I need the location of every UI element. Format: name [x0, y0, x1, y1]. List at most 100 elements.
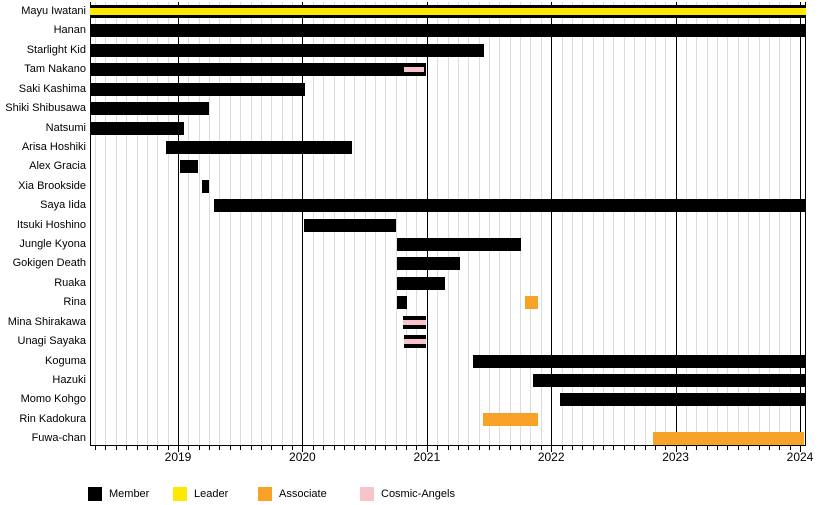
- legend-swatch-leader: [173, 487, 187, 501]
- timeline-bar-member: [396, 296, 407, 310]
- row-label: Itsuki Hoshino: [16, 218, 86, 231]
- month-gridline: [136, 2, 138, 445]
- month-gridline: [406, 2, 408, 445]
- legend-label: Associate: [279, 488, 327, 500]
- overlay-stripe-leader: [90, 8, 806, 15]
- row-label: Koguma: [45, 354, 86, 367]
- row-label: Xia Brookside: [18, 179, 86, 192]
- month-gridline: [105, 2, 107, 445]
- month-tick: [292, 446, 294, 450]
- timeline-bar-associate: [525, 296, 538, 310]
- month-tick: [499, 446, 501, 450]
- row-label: Hanan: [53, 24, 86, 37]
- month-gridline: [530, 2, 532, 445]
- timeline-bar-member: [90, 63, 426, 77]
- month-gridline: [634, 2, 636, 445]
- month-gridline: [292, 2, 294, 445]
- month-gridline: [229, 2, 231, 445]
- month-tick: [250, 446, 252, 450]
- timeline-bar-member: [396, 276, 446, 290]
- year-tick: [800, 446, 801, 452]
- month-tick: [406, 446, 408, 450]
- month-gridline: [696, 2, 698, 445]
- timeline-bar-associate: [482, 412, 538, 426]
- month-gridline: [582, 2, 584, 445]
- month-tick: [157, 446, 159, 450]
- month-tick: [260, 446, 262, 450]
- month-gridline: [592, 2, 594, 445]
- month-tick: [623, 446, 625, 450]
- month-tick: [416, 446, 418, 450]
- month-tick: [520, 446, 522, 450]
- month-tick: [737, 446, 739, 450]
- row-label: Rina: [63, 296, 86, 309]
- month-gridline: [613, 2, 615, 445]
- month-tick: [198, 446, 200, 450]
- month-tick: [115, 446, 117, 450]
- month-tick: [457, 446, 459, 450]
- month-tick: [167, 446, 169, 450]
- month-tick: [634, 446, 636, 450]
- row-label: Fuwa-chan: [31, 432, 86, 445]
- month-gridline: [188, 2, 190, 445]
- year-tick: [426, 446, 428, 452]
- timeline-bar-member: [472, 354, 806, 368]
- month-gridline: [478, 2, 480, 445]
- month-tick: [312, 446, 314, 450]
- year-tick: [302, 446, 304, 452]
- timeline-bar-member: [559, 393, 806, 407]
- month-tick: [105, 446, 107, 450]
- timeline-bar-member: [201, 179, 210, 193]
- month-tick: [571, 446, 573, 450]
- month-gridline: [281, 2, 283, 445]
- month-tick: [603, 446, 605, 450]
- month-gridline: [571, 2, 573, 445]
- month-tick: [530, 446, 532, 450]
- month-tick: [489, 446, 490, 450]
- month-gridline: [260, 2, 262, 445]
- x-axis-year-label: 2022: [537, 450, 565, 464]
- timeline-bar-member: [90, 43, 485, 57]
- month-gridline: [489, 2, 490, 445]
- legend-swatch-member: [88, 487, 102, 501]
- timeline-bar-member: [180, 160, 198, 174]
- legend-label: Leader: [194, 488, 229, 500]
- row-label: Tam Nakano: [24, 63, 86, 76]
- month-tick: [364, 446, 366, 450]
- month-gridline: [219, 2, 221, 445]
- month-gridline: [126, 2, 128, 445]
- timeline-bar-associate: [653, 432, 804, 446]
- month-gridline: [748, 2, 750, 445]
- month-tick: [561, 446, 563, 450]
- month-gridline: [727, 2, 729, 445]
- month-tick: [323, 446, 325, 450]
- timeline-bar-member: [90, 102, 210, 116]
- timeline-bar-member: [532, 373, 806, 387]
- legend-label: Member: [109, 488, 150, 500]
- month-gridline: [623, 2, 625, 445]
- timeline-bar-member: [214, 199, 806, 213]
- month-gridline: [509, 2, 511, 445]
- month-gridline: [499, 2, 501, 445]
- month-gridline: [115, 2, 117, 445]
- month-gridline: [654, 2, 656, 445]
- legend-swatch-associate: [258, 487, 272, 501]
- row-label: Unagi Sayaka: [17, 335, 87, 348]
- overlay-stripe-cosmic_angels: [403, 319, 426, 325]
- month-gridline: [240, 2, 242, 445]
- month-tick: [136, 446, 138, 450]
- month-tick: [758, 446, 760, 450]
- row-label: Mayu Iwatani: [21, 5, 86, 17]
- timeline-bar-member: [303, 218, 396, 232]
- month-gridline: [271, 2, 273, 445]
- month-gridline: [198, 2, 200, 445]
- x-axis-year-label: 2020: [289, 450, 316, 464]
- month-gridline: [665, 2, 667, 445]
- month-tick: [779, 446, 781, 450]
- month-tick: [789, 446, 791, 450]
- year-tick: [178, 446, 179, 452]
- year-gridline: [178, 2, 179, 445]
- month-gridline: [685, 2, 687, 445]
- month-tick: [240, 446, 242, 450]
- month-gridline: [644, 2, 646, 445]
